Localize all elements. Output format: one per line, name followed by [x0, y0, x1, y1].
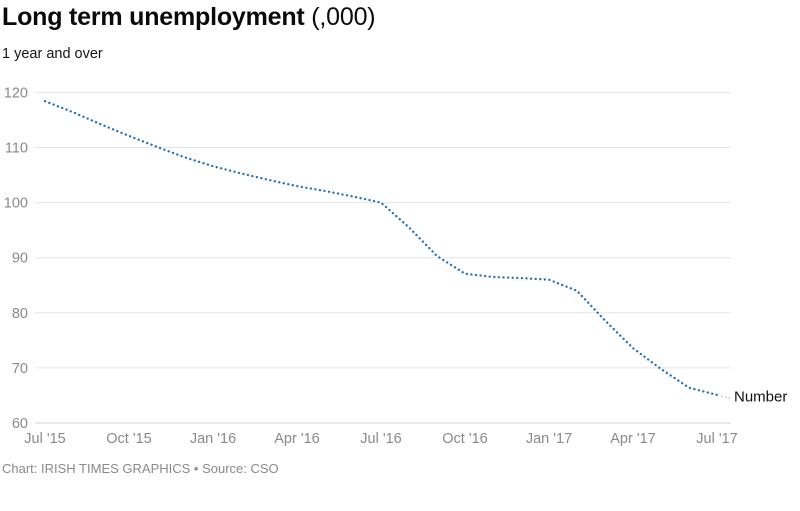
chart-title-suffix: (,000) [304, 3, 376, 31]
chart-title: Long term unemployment (,000) [2, 3, 376, 32]
y-tick-label: 60 [12, 416, 28, 432]
x-tick-label: Apr '17 [610, 431, 656, 447]
y-tick-label: 120 [4, 85, 28, 101]
x-tick-label: Oct '15 [106, 431, 151, 447]
x-tick-label: Jul '16 [360, 431, 401, 447]
x-tick-label: Jul '17 [696, 431, 737, 447]
x-tick-label: Jan '17 [526, 431, 572, 447]
x-tick-label: Apr '16 [274, 431, 320, 447]
y-tick-label: 70 [12, 361, 28, 377]
x-tick-label: Jan '16 [190, 431, 236, 447]
footer-credit: Chart: IRISH TIMES GRAPHICS • Source: CS… [2, 461, 279, 476]
series-label: Number [734, 388, 787, 405]
y-tick-label: 110 [5, 141, 28, 157]
chart-title-main: Long term unemployment [2, 3, 305, 31]
x-tick-label: Oct '16 [442, 431, 487, 447]
y-tick-label: 80 [12, 306, 28, 322]
x-tick-label: Jul '15 [24, 431, 65, 447]
chart-subtitle: 1 year and over [2, 46, 103, 62]
y-tick-label: 100 [4, 196, 28, 212]
series-label-connector [721, 395, 732, 400]
y-tick-label: 90 [12, 251, 28, 267]
unemployment-line [43, 100, 719, 397]
